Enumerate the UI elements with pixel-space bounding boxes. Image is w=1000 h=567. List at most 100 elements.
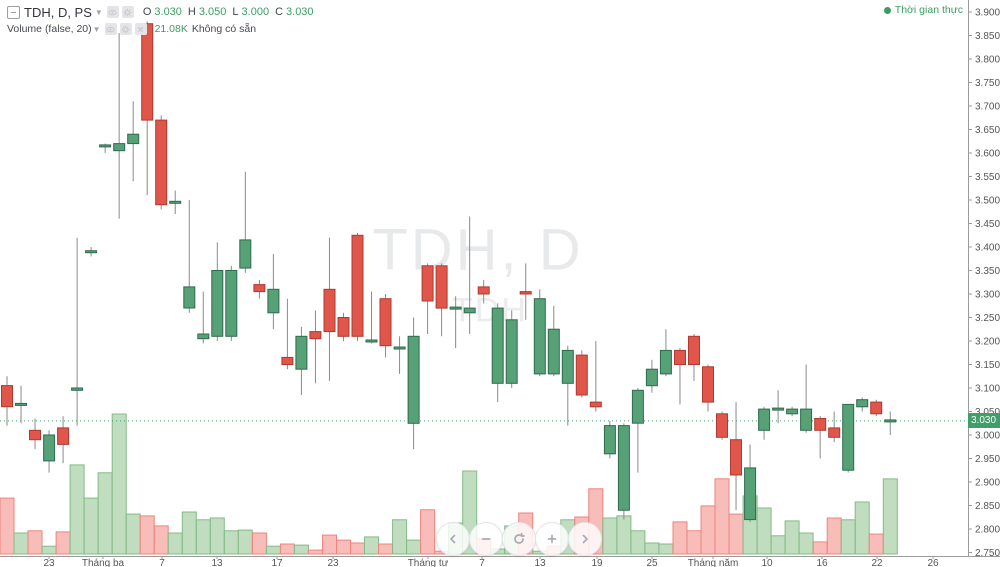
volume-bar bbox=[336, 539, 351, 555]
volume-bar bbox=[293, 544, 309, 555]
realtime-label: Thời gian thực bbox=[894, 4, 963, 16]
symbol-title[interactable]: TDH, D, PS bbox=[24, 4, 92, 20]
volume-bar bbox=[27, 530, 43, 555]
volume-bar bbox=[868, 533, 884, 555]
candle-body bbox=[379, 298, 392, 347]
volume-bar bbox=[223, 530, 239, 555]
price-tick-label: 3.050 bbox=[975, 407, 1000, 418]
candle-body bbox=[575, 354, 588, 396]
candle-body bbox=[365, 339, 378, 343]
gear-icon[interactable] bbox=[119, 23, 132, 35]
candle-body bbox=[631, 389, 644, 424]
volume-bar bbox=[125, 513, 141, 555]
chevron-down-icon[interactable]: ▼ bbox=[92, 24, 101, 34]
volume-bar bbox=[602, 517, 618, 555]
candle-body bbox=[645, 368, 658, 387]
volume-bar bbox=[364, 536, 379, 555]
volume-bar bbox=[812, 541, 828, 555]
minus-icon bbox=[481, 538, 491, 540]
time-tick-label: 22 bbox=[871, 558, 883, 567]
price-tick-label: 2.900 bbox=[975, 478, 1000, 489]
candle-body bbox=[547, 328, 560, 375]
candle-body bbox=[15, 402, 27, 406]
candle-body bbox=[477, 286, 490, 295]
volume-bar bbox=[251, 532, 267, 555]
reset-arrow-icon bbox=[514, 532, 525, 544]
price-tick-label: 3.750 bbox=[975, 78, 1000, 89]
candle-body bbox=[407, 335, 420, 424]
candle-body bbox=[393, 346, 406, 350]
candle-body bbox=[772, 407, 785, 411]
candle-body bbox=[71, 387, 84, 391]
volume-bar bbox=[167, 532, 183, 555]
time-tick-label: 10 bbox=[761, 558, 773, 567]
candle-body bbox=[155, 119, 168, 206]
volume-bar bbox=[181, 511, 197, 555]
gear-icon[interactable] bbox=[121, 6, 134, 18]
reset-chart-button[interactable] bbox=[502, 522, 536, 556]
volume-bar bbox=[616, 515, 632, 555]
candle-body bbox=[295, 335, 308, 370]
time-tick-label: 23 bbox=[327, 558, 339, 567]
candle-body bbox=[239, 239, 252, 269]
candle-body bbox=[674, 349, 686, 365]
volume-status: Không có sẵn bbox=[191, 23, 257, 35]
eye-icon[interactable] bbox=[106, 6, 119, 18]
time-tick-label: 13 bbox=[211, 558, 223, 567]
scroll-right-button[interactable] bbox=[568, 522, 602, 556]
time-tick-label: Tháng năm bbox=[688, 558, 739, 567]
price-tick-label: 3.550 bbox=[975, 172, 1000, 183]
volume-bar bbox=[195, 519, 211, 555]
close-label: C bbox=[275, 6, 284, 18]
price-tick-label: 3.850 bbox=[975, 31, 1000, 42]
volume-bar bbox=[69, 464, 85, 555]
candle-body bbox=[617, 425, 630, 511]
chevron-left-icon bbox=[450, 534, 456, 544]
scroll-left-button[interactable] bbox=[436, 522, 470, 556]
candle-body bbox=[43, 434, 56, 462]
volume-bar bbox=[658, 543, 674, 555]
eye-icon[interactable] bbox=[104, 23, 117, 35]
volume-study-label[interactable]: Volume (false, 20) bbox=[7, 23, 92, 35]
close-icon[interactable] bbox=[134, 23, 147, 35]
price-tick-label: 3.600 bbox=[975, 149, 1000, 160]
price-tick-label: 3.800 bbox=[975, 55, 1000, 66]
candle-body bbox=[449, 306, 462, 310]
price-tick-label: 3.300 bbox=[975, 290, 1000, 301]
price-axis[interactable] bbox=[968, 0, 1000, 556]
candle-body bbox=[99, 144, 112, 148]
open-label: O bbox=[142, 6, 152, 18]
candle-body bbox=[659, 349, 672, 375]
candle-body bbox=[281, 356, 294, 365]
price-tick-label: 2.850 bbox=[975, 501, 1000, 512]
time-axis[interactable] bbox=[0, 556, 968, 567]
candle-body bbox=[786, 408, 799, 415]
volume-bar bbox=[307, 549, 323, 555]
chevron-right-icon bbox=[582, 534, 588, 544]
time-tick-label: 13 bbox=[534, 558, 546, 567]
realtime-dot-icon bbox=[883, 6, 891, 14]
volume-bar bbox=[265, 545, 281, 555]
volume-bar bbox=[111, 413, 127, 555]
zoom-out-button[interactable] bbox=[469, 522, 503, 556]
price-tick-label: 3.250 bbox=[975, 313, 1000, 324]
candle-body bbox=[85, 250, 98, 254]
volume-bar bbox=[406, 539, 422, 555]
candle-body bbox=[211, 270, 224, 337]
candle-body bbox=[856, 399, 869, 408]
collapse-legend-icon[interactable] bbox=[7, 5, 20, 19]
chevron-down-icon[interactable]: ▼ bbox=[94, 7, 103, 17]
time-tick-label: 19 bbox=[591, 558, 603, 567]
candle-body bbox=[169, 200, 182, 204]
volume-bar bbox=[420, 509, 436, 555]
volume-bar bbox=[826, 517, 842, 555]
time-tick-label: 17 bbox=[271, 558, 283, 567]
candle-body bbox=[29, 429, 41, 441]
candle-body bbox=[337, 317, 350, 337]
price-tick-label: 3.500 bbox=[975, 196, 1000, 207]
close-value: 3.030 bbox=[286, 6, 314, 18]
candle-body bbox=[603, 425, 616, 455]
zoom-in-button[interactable] bbox=[535, 522, 569, 556]
candle-body bbox=[744, 467, 757, 521]
